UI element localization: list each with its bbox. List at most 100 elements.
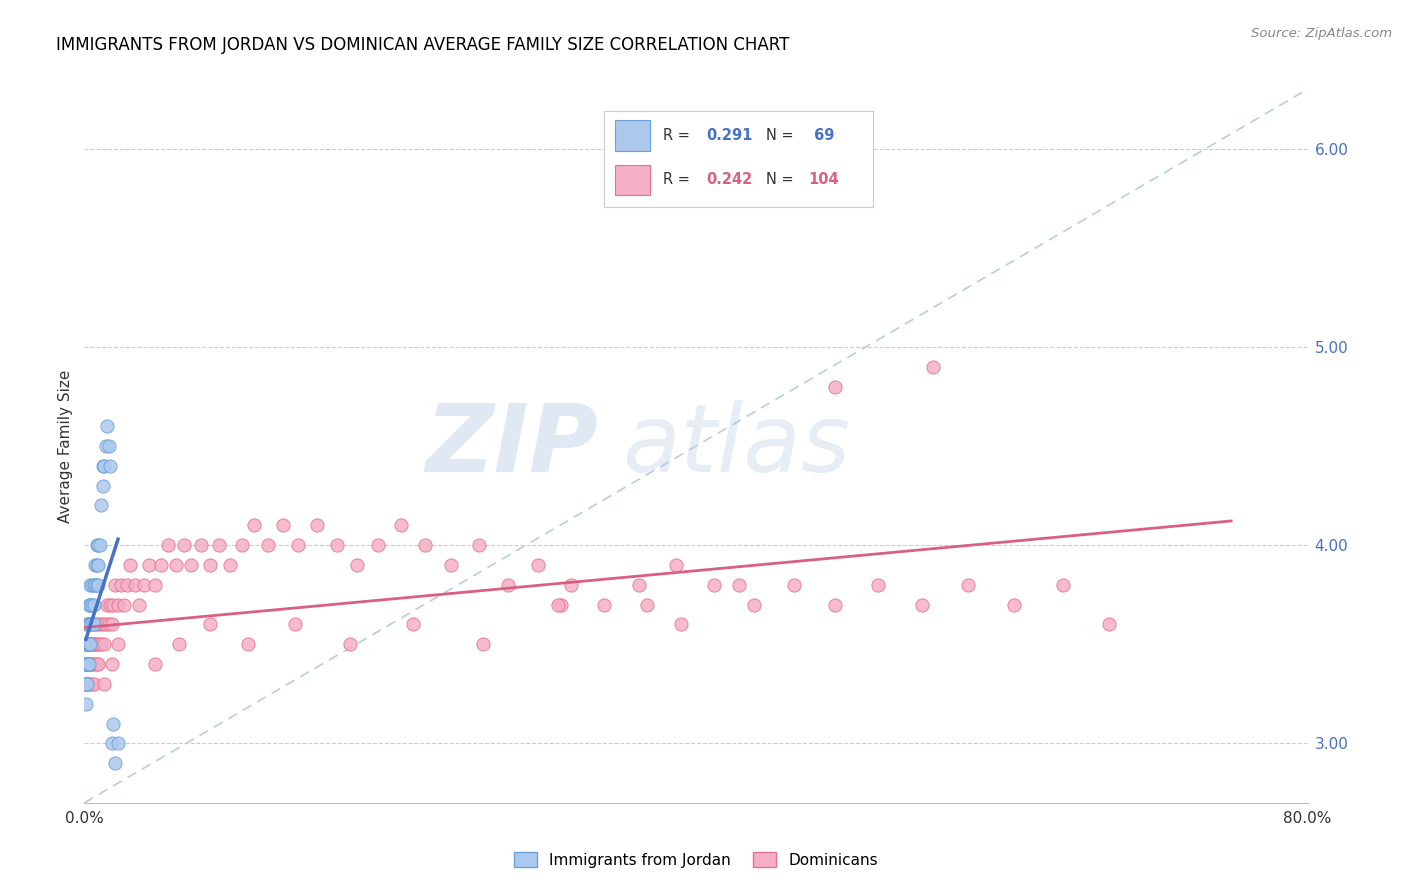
Point: [84, 578, 107, 592]
Point: [727, 578, 749, 592]
Point: [76, 677, 98, 691]
Text: IMMIGRANTS FROM JORDAN VS DOMINICAN AVERAGE FAMILY SIZE CORRELATION CHART: IMMIGRANTS FROM JORDAN VS DOMINICAN AVER…: [56, 36, 790, 54]
Point: [284, 617, 307, 632]
Point: [77, 637, 100, 651]
Point: [83, 637, 105, 651]
Point: [527, 558, 550, 572]
Point: [79, 637, 101, 651]
Point: [91, 478, 114, 492]
Point: [257, 538, 280, 552]
Point: [83, 657, 105, 671]
Point: [75, 677, 97, 691]
Point: [550, 598, 572, 612]
Point: [75, 657, 97, 671]
Point: [80, 637, 103, 651]
Point: [547, 598, 569, 612]
Point: [143, 657, 166, 671]
Point: [922, 359, 945, 374]
Point: [111, 805, 134, 820]
Point: [76, 657, 98, 671]
Point: [77, 637, 100, 651]
Point: [76, 637, 98, 651]
Point: [190, 538, 212, 552]
Point: [86, 538, 108, 552]
Point: [389, 518, 412, 533]
Point: [132, 578, 155, 592]
Point: [271, 518, 294, 533]
Point: [80, 617, 103, 632]
Point: [243, 518, 266, 533]
Text: ZIP: ZIP: [425, 400, 598, 492]
Point: [468, 538, 491, 552]
Point: [101, 657, 124, 671]
Point: [83, 677, 105, 691]
Point: [143, 578, 166, 592]
Point: [87, 637, 110, 651]
Point: [75, 637, 97, 651]
Point: [76, 657, 98, 671]
Legend: Immigrants from Jordan, Dominicans: Immigrants from Jordan, Dominicans: [508, 846, 884, 873]
Point: [560, 578, 582, 592]
Point: [87, 657, 110, 671]
Point: [128, 598, 150, 612]
Point: [76, 637, 98, 651]
Point: [79, 657, 101, 671]
Point: [89, 538, 111, 552]
Point: [110, 578, 132, 592]
Point: [94, 439, 117, 453]
Point: [198, 617, 221, 632]
Point: [124, 578, 146, 592]
Point: [75, 677, 97, 691]
Point: [180, 558, 202, 572]
Point: [665, 558, 688, 572]
Point: [1002, 598, 1025, 612]
Point: [77, 677, 100, 691]
Text: Source: ZipAtlas.com: Source: ZipAtlas.com: [1251, 27, 1392, 40]
Point: [76, 637, 98, 651]
Point: [76, 617, 98, 632]
Point: [76, 637, 98, 651]
Point: [367, 538, 389, 552]
Point: [91, 458, 114, 473]
Point: [86, 558, 108, 572]
Point: [77, 617, 100, 632]
Point: [84, 637, 107, 651]
Point: [76, 637, 98, 651]
Point: [496, 578, 519, 592]
Point: [305, 518, 328, 533]
Point: [94, 617, 117, 632]
Point: [77, 598, 100, 612]
Point: [101, 736, 124, 750]
Point: [79, 578, 101, 592]
Point: [198, 558, 221, 572]
Point: [231, 538, 253, 552]
Point: [107, 598, 129, 612]
Point: [346, 558, 368, 572]
Point: [628, 578, 651, 592]
Point: [76, 617, 98, 632]
Point: [287, 538, 309, 552]
Point: [98, 598, 121, 612]
Point: [86, 637, 108, 651]
Point: [866, 578, 889, 592]
Point: [91, 617, 114, 632]
Point: [89, 617, 111, 632]
Point: [75, 637, 97, 651]
Point: [703, 578, 725, 592]
Point: [98, 458, 121, 473]
Point: [75, 637, 97, 651]
Point: [77, 637, 100, 651]
Point: [87, 558, 110, 572]
Point: [97, 617, 120, 632]
Point: [76, 657, 98, 671]
Point: [97, 439, 120, 453]
Point: [167, 637, 190, 651]
Point: [107, 736, 129, 750]
Point: [79, 617, 101, 632]
Point: [75, 677, 97, 691]
Point: [75, 657, 97, 671]
Point: [77, 637, 100, 651]
Point: [107, 637, 129, 651]
Point: [120, 558, 142, 572]
Point: [84, 617, 107, 632]
